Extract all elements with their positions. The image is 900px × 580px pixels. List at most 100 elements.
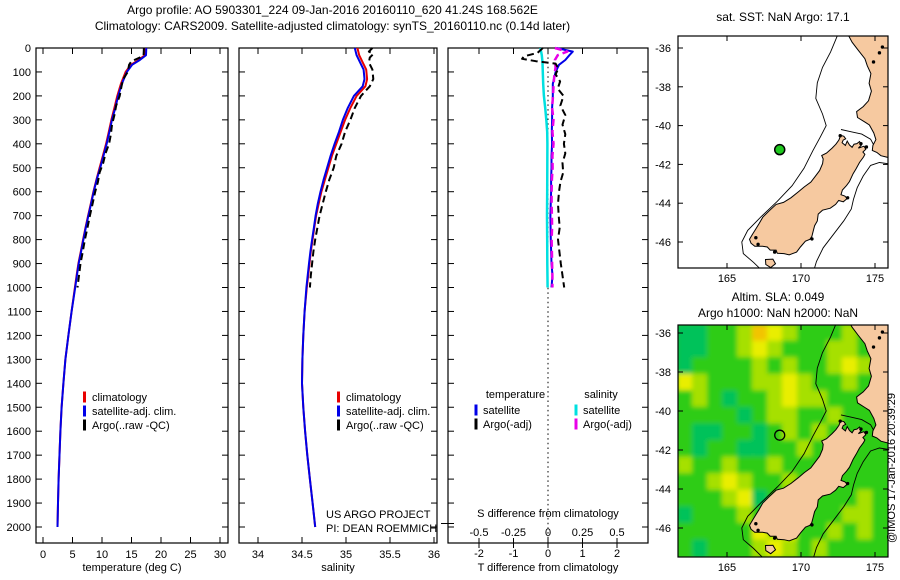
svg-text:30: 30 — [214, 549, 226, 561]
svg-text:-38: -38 — [655, 367, 671, 379]
argo-float-marker — [773, 143, 786, 156]
bathymetry-contour — [840, 129, 875, 147]
svg-text:-42: -42 — [655, 445, 671, 457]
salinity-legend: climatology satellite-adj. clim. Argo(..… — [346, 391, 430, 434]
diff-legend-temperature-header: temperature — [485, 389, 546, 401]
t-difference-axis-label: T difference from climatology — [477, 562, 619, 574]
svg-text:10: 10 — [96, 549, 108, 561]
svg-text:200: 200 — [13, 91, 31, 103]
bathymetry-contour — [741, 325, 837, 557]
svg-text:-46: -46 — [655, 523, 671, 535]
svg-text:700: 700 — [13, 211, 31, 223]
islet — [864, 430, 869, 435]
s-difference-axis-label: S difference from climatology — [477, 508, 619, 520]
svg-text:-36: -36 — [655, 43, 671, 55]
legend-marker — [474, 418, 478, 430]
curve-satellite-adj-clim — [301, 47, 366, 528]
svg-text:0: 0 — [40, 549, 46, 561]
coastline-north-island — [850, 325, 888, 444]
svg-text:0: 0 — [545, 527, 551, 539]
sla-map-title-line2: Argo h1000: NaN h2000: NaN — [697, 306, 859, 320]
argo-float-marker — [774, 429, 786, 441]
svg-text:20: 20 — [155, 549, 167, 561]
svg-text:1400: 1400 — [7, 378, 31, 390]
islet — [859, 427, 863, 431]
svg-text:-40: -40 — [655, 406, 671, 418]
svg-text:1500: 1500 — [7, 402, 31, 414]
title-line1: Argo profile: AO 5903301_224 09-Jan-2016… — [127, 3, 538, 17]
svg-text:-46: -46 — [655, 237, 671, 249]
legend-item-argo: Argo(..raw -QC) — [92, 420, 170, 433]
curve-argo-raw-qc — [76, 47, 145, 288]
svg-text:1800: 1800 — [7, 474, 31, 486]
svg-text:-44: -44 — [655, 198, 671, 210]
legend-marker — [574, 404, 578, 416]
svg-text:1: 1 — [579, 548, 585, 560]
curve-satellite-adj-clim — [56, 47, 148, 528]
svg-text:0.5: 0.5 — [609, 527, 624, 539]
svg-text:300: 300 — [13, 115, 31, 127]
islet — [772, 250, 777, 254]
islet — [845, 196, 850, 200]
sla-map-title-line1: Altim. SLA: 0.049 — [731, 290, 825, 304]
svg-text:170: 170 — [792, 562, 810, 574]
svg-text:-44: -44 — [655, 484, 671, 496]
svg-text:-0.25: -0.25 — [501, 527, 526, 539]
diff-legend-temperature: satellite Argo(-adj) — [483, 404, 532, 432]
legend-marker — [337, 419, 340, 431]
islet — [877, 336, 882, 340]
svg-text:1100: 1100 — [7, 306, 31, 318]
svg-text:-40: -40 — [655, 121, 671, 133]
temperature-axis-label: temperature (deg C) — [82, 562, 182, 574]
title-line2: Climatology: CARS2009. Satellite-adjuste… — [94, 19, 571, 33]
svg-text:25: 25 — [184, 549, 196, 561]
svg-text:165: 165 — [718, 273, 736, 285]
sst-map-title: sat. SST: NaN Argo: 17.1 — [716, 10, 850, 24]
islet — [859, 141, 863, 146]
svg-text:500: 500 — [13, 163, 31, 175]
svg-text:-36: -36 — [655, 328, 671, 340]
svg-text:1700: 1700 — [7, 450, 31, 462]
diff-legend-salinity: satellite Argo(-adj) — [583, 404, 632, 432]
islet — [810, 523, 814, 527]
svg-text:-42: -42 — [655, 159, 671, 171]
coastline-north-island — [848, 36, 888, 158]
svg-text:2: 2 — [614, 548, 620, 560]
curve-climatology — [301, 47, 369, 528]
svg-text:100: 100 — [13, 67, 31, 79]
map-sst-map — [678, 36, 888, 268]
svg-text:36: 36 — [428, 549, 440, 561]
svg-text:0: 0 — [25, 43, 31, 55]
plot-difference-profile: -2 -1 0 1 2 -0.5 -0.25 0 0.25 0.5 — [441, 46, 649, 560]
svg-text:900: 900 — [13, 259, 31, 271]
project-line2: PI: DEAN ROEMMICH — [326, 523, 438, 535]
legend-marker — [574, 418, 578, 430]
legend-marker — [83, 405, 86, 417]
imos-credit: @IMOS 17-Jan-2016 20:39:29 — [886, 393, 898, 543]
svg-text:2000: 2000 — [7, 522, 31, 534]
islet — [754, 236, 758, 240]
legend-marker — [83, 391, 86, 403]
bathymetry-contour — [840, 414, 875, 432]
svg-text:1000: 1000 — [7, 283, 31, 295]
curve-climatology — [56, 47, 147, 528]
svg-text:1900: 1900 — [7, 498, 31, 510]
islet — [838, 419, 842, 423]
plot-temperature-profile: 0100200300400500600700800900100011001200… — [7, 43, 229, 561]
bathymetry-contour — [813, 447, 888, 557]
project-text: US ARGO PROJECT PI: DEAN ROEMMICH — [326, 508, 437, 536]
svg-text:0: 0 — [545, 548, 551, 560]
svg-text:34: 34 — [252, 549, 264, 561]
svg-text:175: 175 — [866, 273, 884, 285]
curve-s-satellite-diff — [539, 47, 549, 288]
project-line1: US ARGO PROJECT — [326, 509, 431, 521]
islet — [877, 51, 882, 55]
legend-marker — [337, 405, 340, 417]
svg-text:34.5: 34.5 — [291, 549, 312, 561]
legend-item-climatology: climatology — [346, 392, 402, 404]
svg-text:-38: -38 — [655, 82, 671, 94]
salinity-axis-label: salinity — [321, 562, 355, 574]
svg-text:1600: 1600 — [7, 426, 31, 438]
